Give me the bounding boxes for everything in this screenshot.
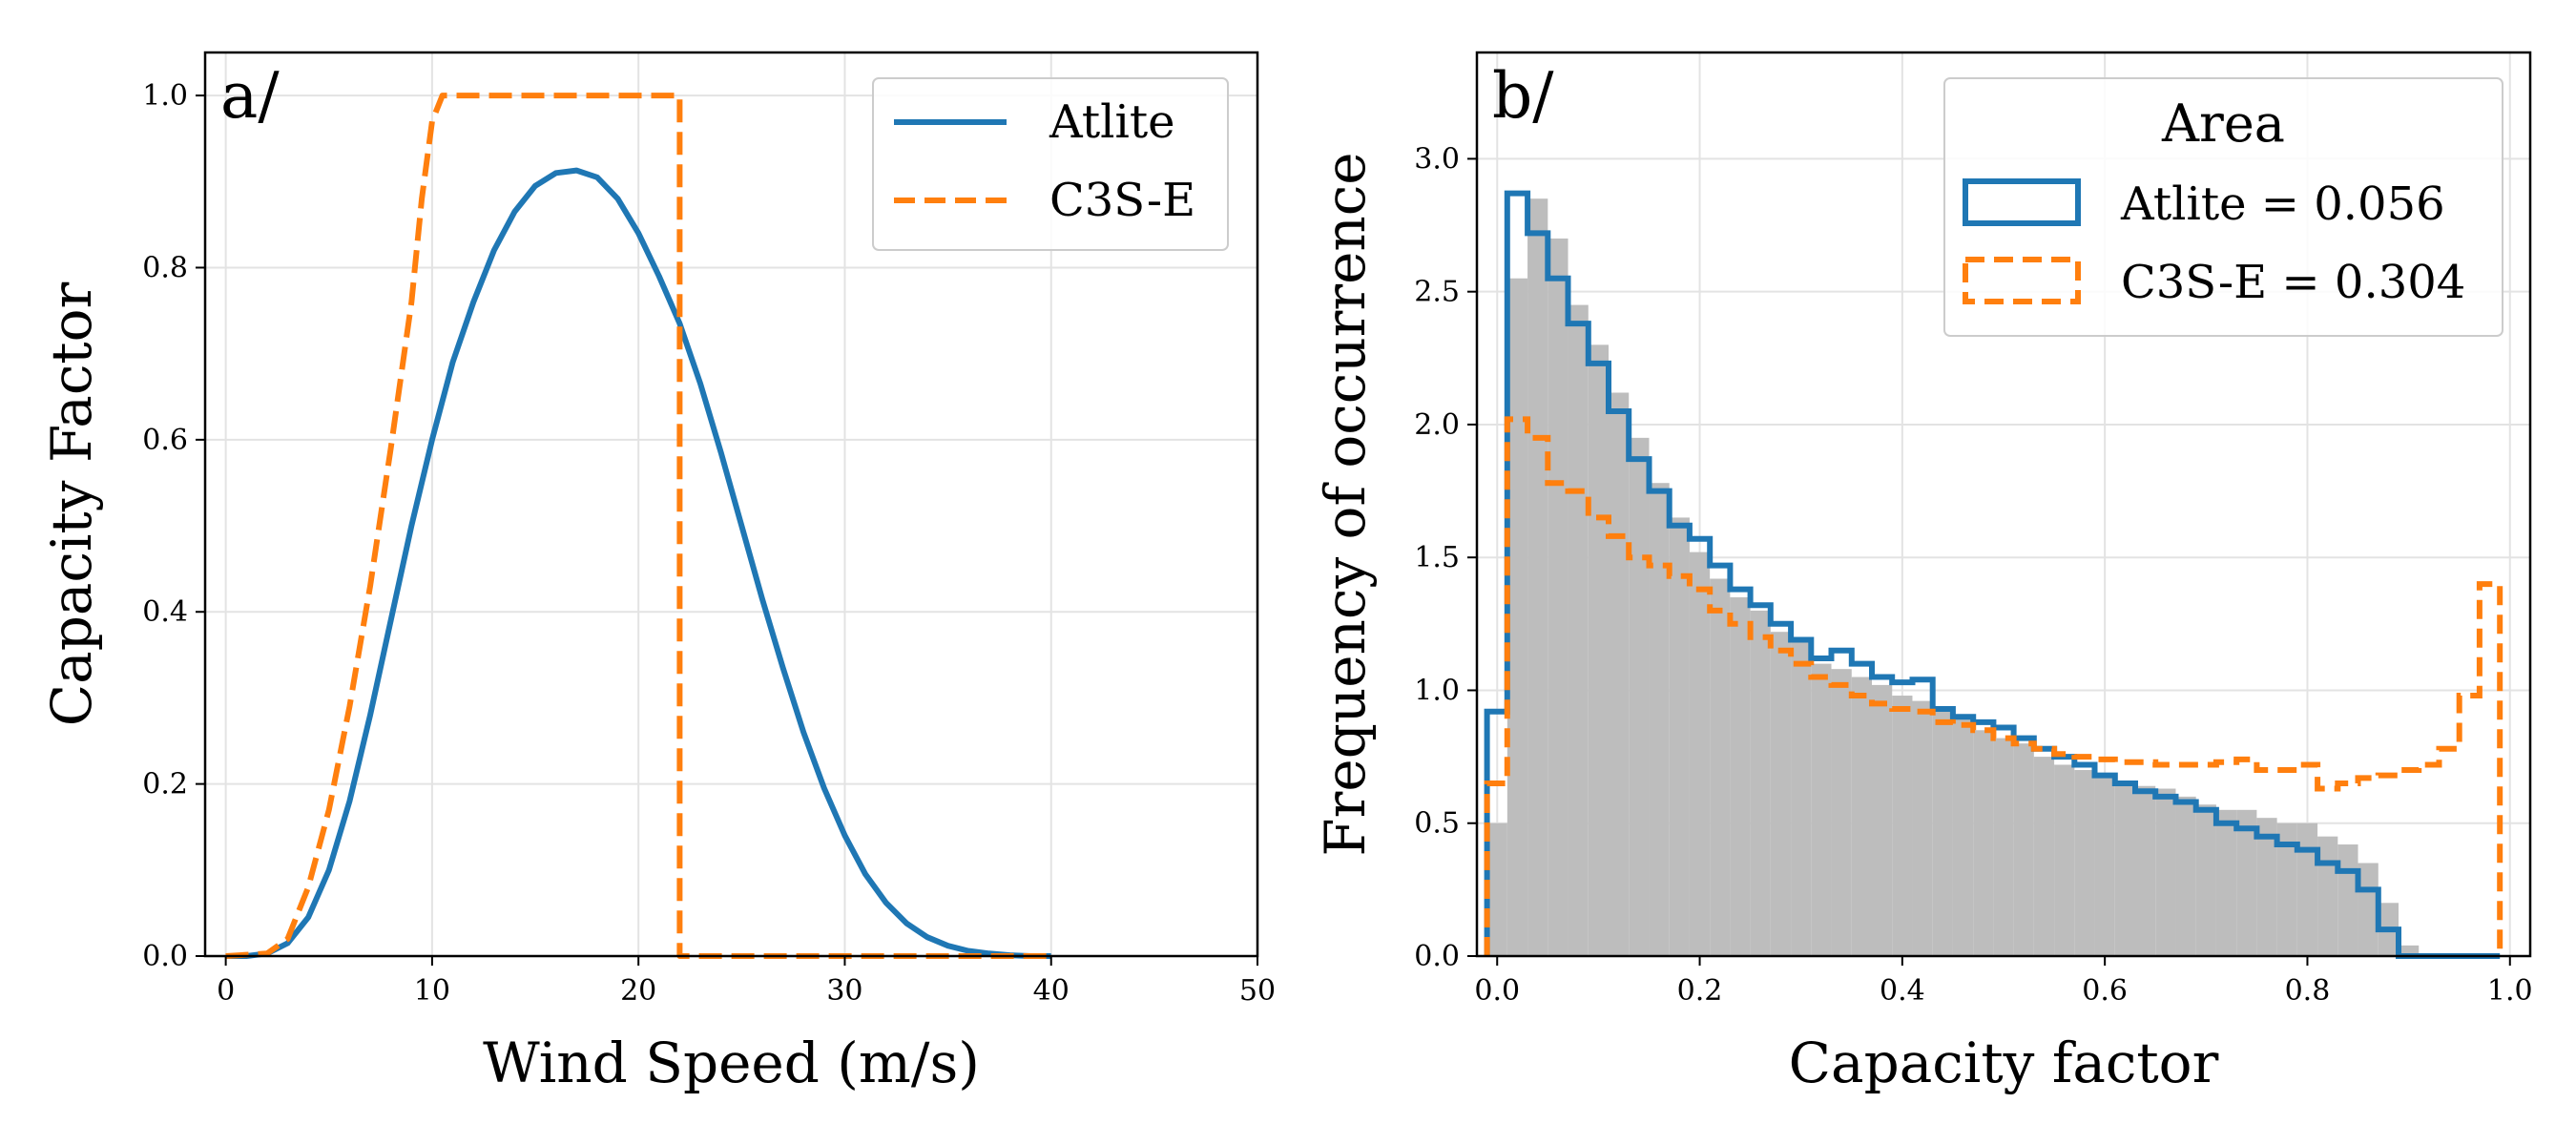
x-tick-label: 0 (217, 974, 235, 1008)
reference-histogram-bar (1872, 684, 1893, 956)
y-tick-label: 0.2 (142, 768, 188, 802)
panel-b-y-axis-label: Frequency of occurrence (1313, 152, 1378, 856)
y-tick-label: 1.0 (142, 79, 188, 113)
reference-histogram-bar (2074, 770, 2095, 956)
reference-histogram-bar (1669, 517, 1690, 956)
reference-histogram-bar (2013, 743, 2034, 956)
reference-histogram-bar (1831, 669, 1852, 956)
panel-b-ticks: 0.0 0.2 0.4 0.6 0.8 1.0 0.0 0.5 1.0 1.5 2.0 2.5 3.0 (1414, 142, 2532, 1008)
reference-histogram-bar (1811, 663, 1832, 956)
reference-histogram-bar (1568, 304, 1589, 957)
reference-histogram-bar (1588, 344, 1609, 957)
reference-histogram-bar (1993, 738, 2014, 956)
reference-histogram-bar (2195, 804, 2216, 956)
series-atlite-step (1484, 190, 2501, 959)
reference-histogram-bar (1506, 278, 1528, 956)
y-tick-label: 0.6 (142, 424, 188, 457)
series-atlite-line (225, 167, 1051, 959)
legend-c3se-label: C3S-E (1049, 174, 1195, 227)
x-tick-label: 10 (414, 974, 450, 1008)
reference-histogram-bar (1791, 642, 1812, 956)
reference-histogram-bar (1973, 730, 1994, 956)
reference-histogram-bar (2256, 818, 2277, 956)
legend-c3se-area-swatch (1963, 257, 2081, 304)
x-tick-label: 0.8 (2285, 974, 2331, 1008)
panel-a-ticks: 0 10 20 30 40 50 0.0 0.2 0.4 0.6 0.8 1.0 (142, 79, 1276, 1008)
reference-histogram-bar (2337, 844, 2358, 956)
reference-histogram-bar (2114, 781, 2135, 956)
legend-atlite-area-swatch (1963, 178, 2081, 226)
panel-a-x-axis-label: Wind Speed (m/s) (483, 1030, 980, 1095)
reference-histogram-bar (2054, 764, 2075, 956)
reference-histogram-bar (1770, 632, 1792, 956)
panel-b-x-axis-label: Capacity factor (1789, 1030, 2219, 1095)
panel-b-legend: Area Atlite = 0.056 C3S-E = 0.304 (1943, 77, 2503, 337)
reference-histogram-bar (1932, 711, 1953, 956)
reference-histogram-bar (2236, 809, 2257, 956)
reference-histogram-bar (1689, 552, 1711, 956)
reference-histogram-bar (1486, 822, 1507, 956)
legend-c3se-area-label: C3S-E = 0.304 (2121, 256, 2465, 309)
x-tick-label: 20 (620, 974, 656, 1008)
y-tick-label: 0.0 (142, 940, 188, 973)
reference-histogram-bar (1892, 696, 1913, 956)
reference-histogram-bar (2358, 863, 2379, 956)
panel-b-series (1484, 190, 2503, 959)
panel-b-legend-title: Area (2161, 94, 2285, 154)
x-tick-label: 30 (826, 974, 862, 1008)
x-tick-label: 40 (1033, 974, 1070, 1008)
legend-atlite-area-label: Atlite = 0.056 (2120, 177, 2445, 231)
reference-histogram-bar (1730, 596, 1751, 956)
x-tick-label: 0.0 (1474, 974, 1520, 1008)
reference-histogram-bar (2296, 822, 2318, 956)
series-c3se-step (1484, 416, 2503, 956)
reference-histogram-bar (2135, 785, 2156, 956)
y-tick-label: 2.5 (1414, 276, 1460, 309)
panel-a-axes-frame (203, 51, 1259, 958)
x-tick-label: 0.2 (1677, 974, 1723, 1008)
reference-histogram-bar (2317, 836, 2338, 956)
x-tick-label: 1.0 (2487, 974, 2533, 1008)
legend-atlite-label: Atlite (1049, 95, 1175, 149)
reference-histogram-bar (1649, 483, 1670, 956)
y-tick-label: 2.0 (1414, 408, 1460, 442)
reference-histogram-bar (2215, 809, 2237, 956)
y-tick-label: 1.5 (1414, 541, 1460, 574)
x-tick-label: 0.6 (2082, 974, 2128, 1008)
reference-histogram-bar (1609, 392, 1630, 956)
reference-histogram-bar (1952, 717, 1974, 956)
reference-histogram-bar (1912, 700, 1933, 956)
reference-histogram-bar (2094, 775, 2115, 956)
reference-histogram-bar (1548, 238, 1568, 956)
y-tick-label: 0.5 (1414, 807, 1460, 841)
y-tick-label: 0.0 (1414, 940, 1460, 973)
reference-histogram-bar (2155, 788, 2176, 956)
panel-a-label: a/ (220, 59, 280, 133)
reference-histogram-bar (2276, 822, 2297, 956)
panel-b-axes-frame (1475, 51, 2532, 958)
series-c3se-line (225, 93, 1051, 959)
panel-a-series (225, 93, 1051, 959)
x-tick-label: 0.4 (1880, 974, 1925, 1008)
x-tick-label: 50 (1239, 974, 1276, 1008)
panel-b-chart: 0.0 0.2 0.4 0.6 0.8 1.00.00.51.01.52.02.53.0 … (1313, 51, 2533, 1095)
panel-a-chart: 0 10 20 30 40 50 0.0 0.2 0.4 0.6 0.8 1.0 Wind Speed… (39, 51, 1276, 1095)
reference-histogram-bar (2399, 945, 2420, 956)
y-tick-label: 1.0 (1414, 674, 1460, 707)
y-tick-label: 0.4 (142, 595, 188, 629)
panel-a-legend: Atlite C3S-E (872, 77, 1229, 251)
y-tick-label: 0.8 (142, 251, 188, 284)
reference-histogram-bar (1851, 677, 1872, 956)
panel-b-label: b/ (1492, 59, 1554, 133)
y-tick-label: 3.0 (1414, 142, 1460, 176)
reference-histogram-bar (1710, 578, 1731, 956)
reference-histogram-bar (2033, 757, 2055, 956)
reference-histogram-bar (2175, 796, 2196, 956)
reference-histogram-bar (1629, 437, 1650, 956)
panel-b-legend-box (1943, 77, 2503, 337)
reference-histogram-bar (1527, 198, 1548, 957)
panel-a-y-axis-label: Capacity Factor (39, 281, 104, 726)
reference-histogram-bar (1750, 610, 1771, 956)
